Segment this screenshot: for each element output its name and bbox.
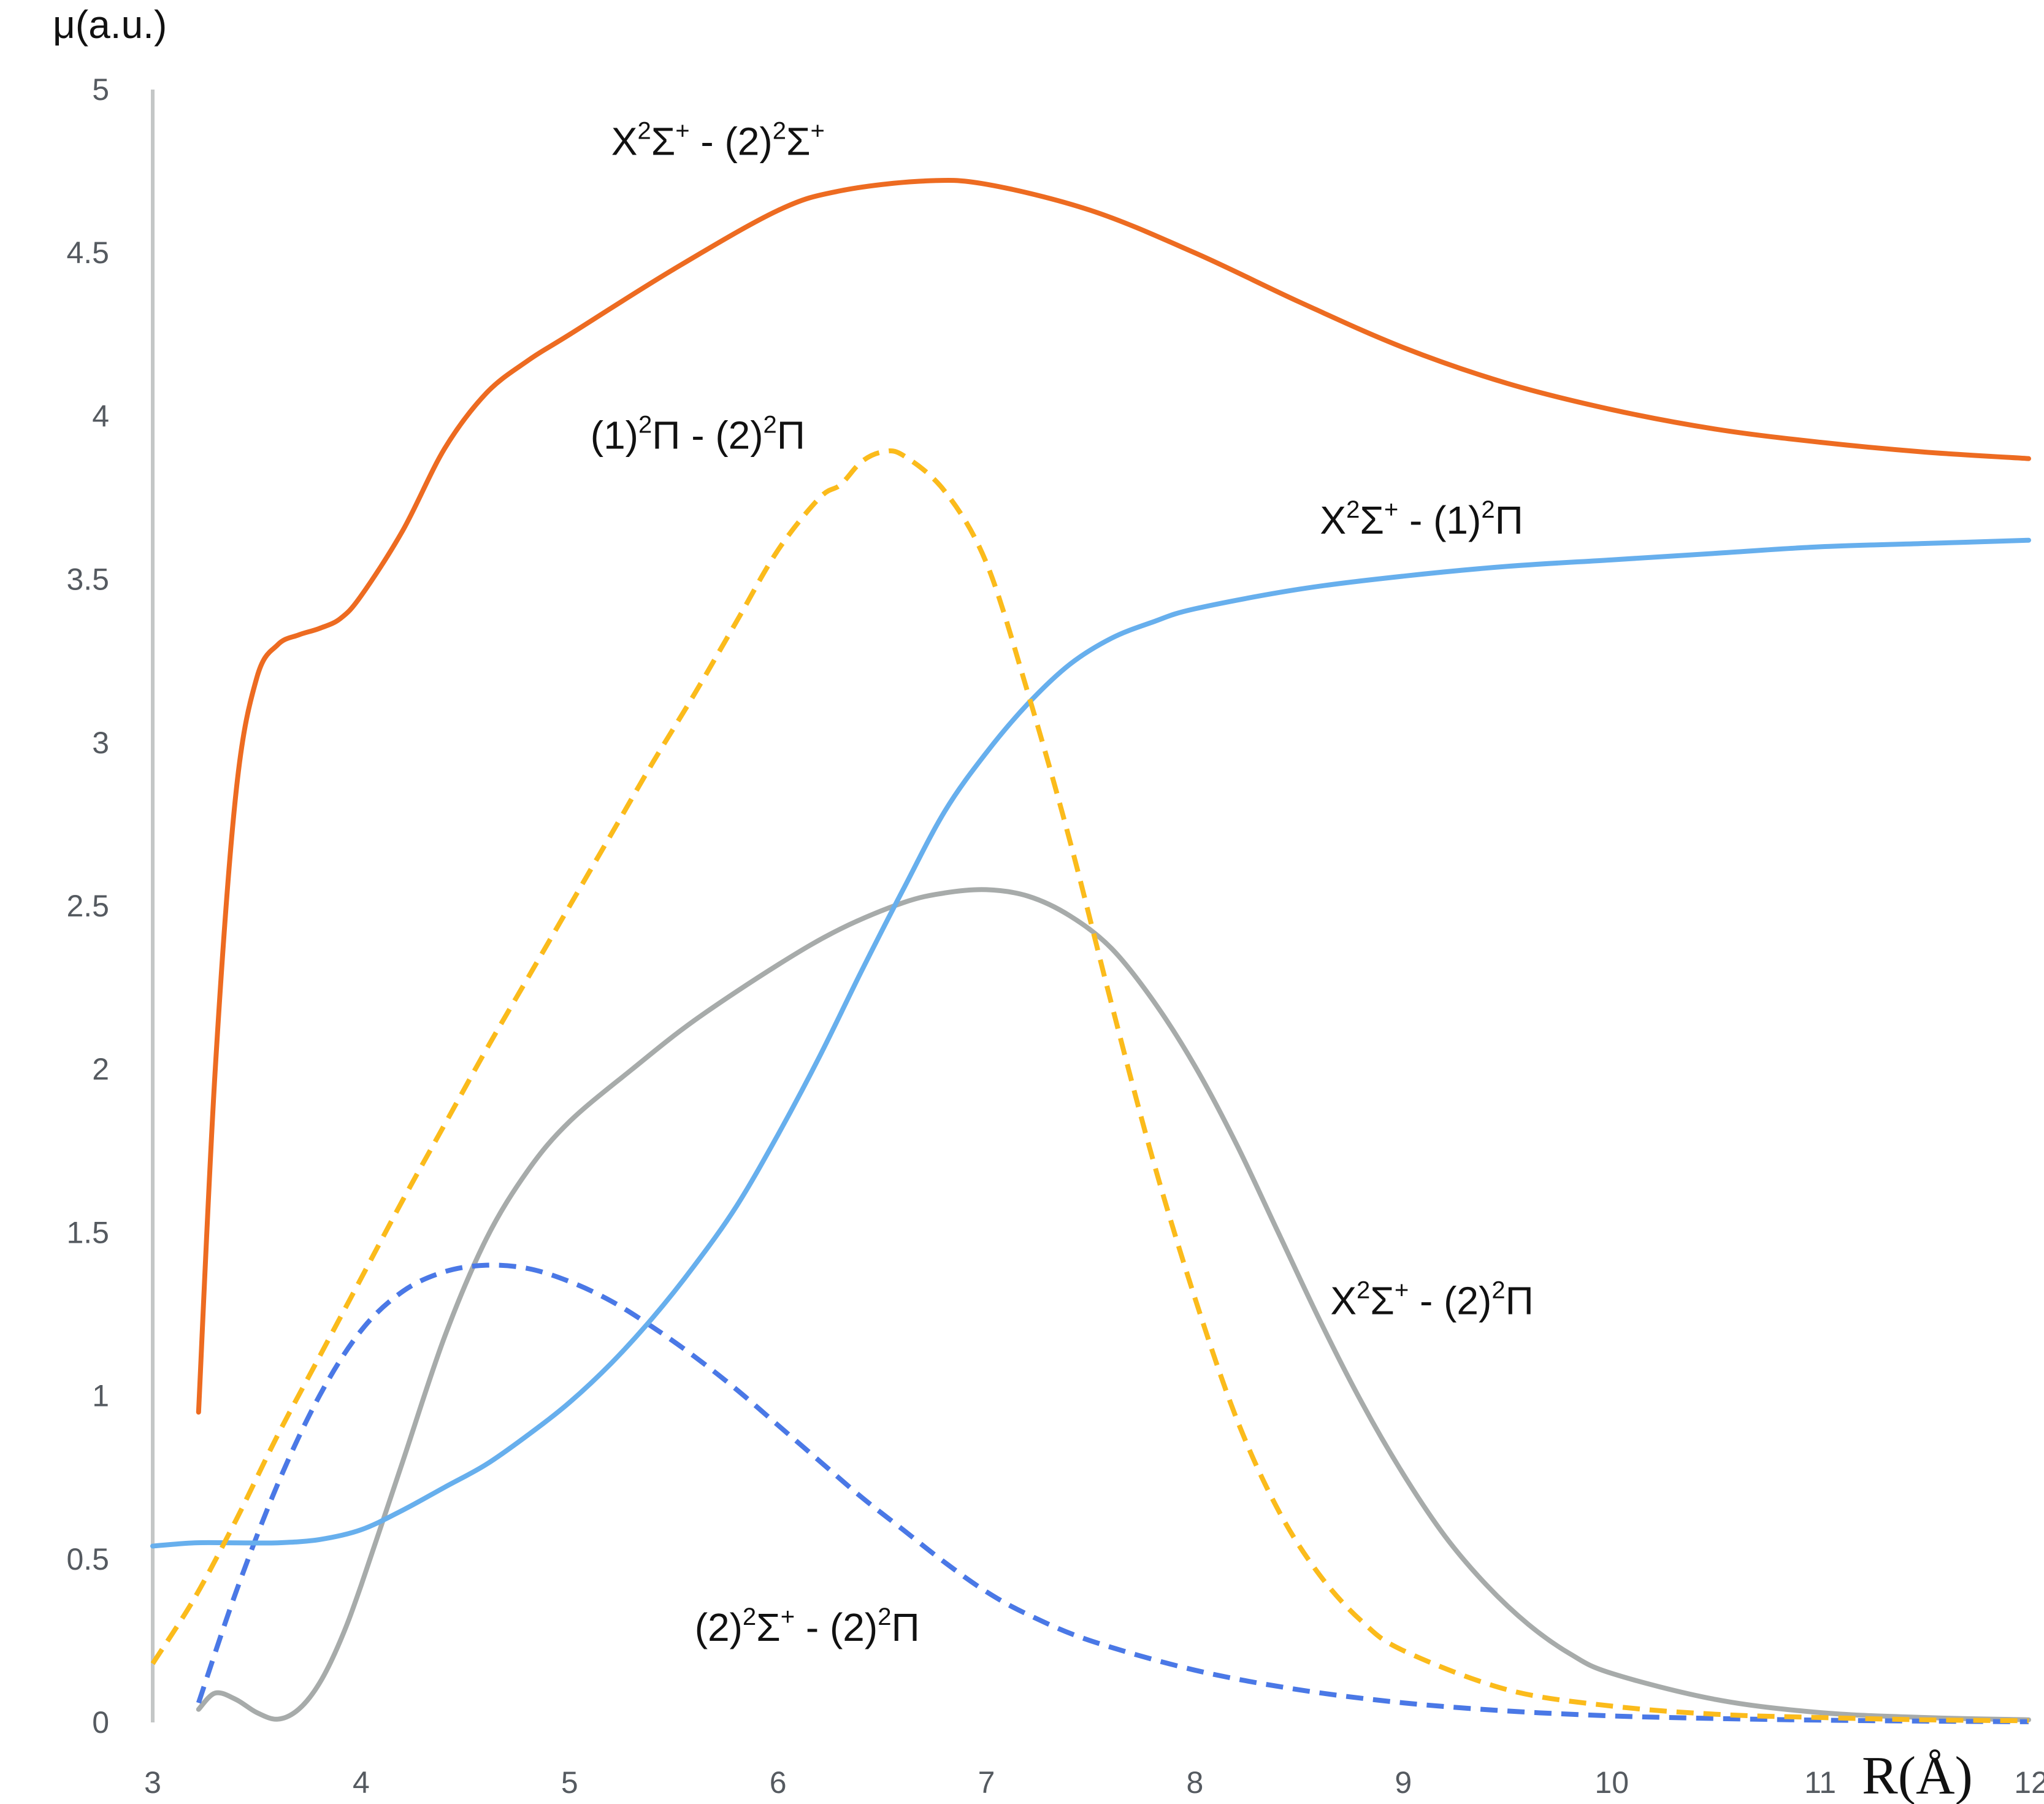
series-line-1 [150,448,2029,1724]
x-axis-title: R(Å) [1862,1746,1973,1804]
series-label-1: (1)2Π - (2)2Π [591,412,805,458]
y-tick-label: 0 [92,1705,109,1740]
x-tick-label: 12 [2014,1765,2044,1800]
x-tick-label: 4 [353,1765,370,1800]
series-label-4: (2)2Σ+ - (2)2Π [695,1603,920,1649]
x-tick-label: 3 [144,1765,161,1800]
series-labels: X2Σ+ - (2)2Σ+ (1)2Π - (2)2Π X2Σ+ - (1)2Π X2… [591,117,1534,1649]
series-label-3: X2Σ+ - (2)2Π [1330,1277,1533,1323]
x-tick-label: 6 [770,1765,787,1800]
x-tick-label: 10 [1594,1765,1629,1800]
y-tick-label: 4.5 [66,236,109,270]
series-label-0: X2Σ+ - (2)2Σ+ [611,117,825,163]
series-line-2 [150,537,2031,1549]
y-tick-label: 3.5 [66,562,109,597]
y-tick-label: 2.5 [66,889,109,923]
series-label-2: X2Σ+ - (1)2Π [1320,496,1523,542]
y-axis-ticks: 0 0.5 1 1.5 2 2.5 3 3.5 4 4.5 5 [66,72,109,1740]
x-tick-label: 5 [561,1765,578,1800]
series-line-3 [196,887,2031,1722]
x-tick-label: 8 [1187,1765,1204,1800]
x-tick-label: 11 [1804,1765,1836,1800]
series-line-0 [196,177,2031,1415]
y-tick-label: 3 [92,726,109,760]
y-tick-label: 0.5 [66,1542,109,1576]
y-tick-label: 4 [92,399,109,433]
x-axis-ticks: 3 4 5 6 7 8 9 10 11 12 [144,1765,2044,1800]
y-tick-label: 1.5 [66,1215,109,1249]
y-tick-label: 5 [92,72,109,107]
x-tick-label: 7 [978,1765,995,1800]
plot-area [150,177,2031,1724]
y-axis-title: μ(a.u.) [53,2,167,47]
series-line-4 [196,1262,2029,1724]
y-tick-label: 2 [92,1052,109,1086]
y-tick-label: 1 [92,1379,109,1413]
x-tick-label: 9 [1395,1765,1412,1800]
